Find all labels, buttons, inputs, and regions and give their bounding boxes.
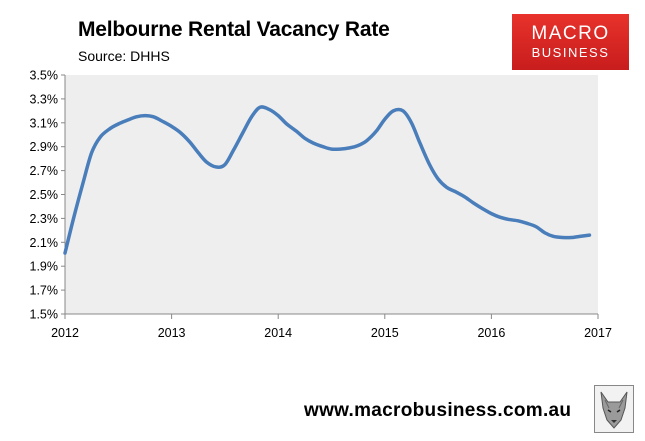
y-tick-label: 1.7% bbox=[30, 284, 59, 298]
website-url: www.macrobusiness.com.au bbox=[304, 400, 572, 421]
chart-title: Melbourne Rental Vacancy Rate bbox=[78, 18, 390, 41]
y-tick-label: 2.7% bbox=[30, 164, 59, 178]
y-tick-label: 3.5% bbox=[30, 69, 59, 83]
y-tick-label: 2.1% bbox=[30, 236, 59, 250]
logo-line-2: BUSINESS bbox=[531, 45, 610, 60]
x-tick-label: 2017 bbox=[584, 326, 612, 340]
x-axis: 2012 2013 2014 2015 2016 2017 bbox=[51, 313, 612, 340]
y-tick-label: 2.5% bbox=[30, 188, 59, 202]
y-tick-label: 1.5% bbox=[30, 308, 59, 322]
x-tick-label: 2015 bbox=[371, 326, 399, 340]
logo-line-1: MACRO bbox=[531, 23, 610, 44]
series-line-vacancy-rate bbox=[63, 105, 592, 255]
x-tick-label: 2014 bbox=[264, 326, 292, 340]
macrobusiness-logo: MACRO BUSINESS bbox=[512, 14, 629, 70]
y-tick-label: 3.3% bbox=[30, 92, 59, 106]
chart-subtitle: Source: DHHS bbox=[78, 48, 170, 64]
y-tick-label: 2.3% bbox=[30, 212, 59, 226]
x-tick-label: 2016 bbox=[477, 326, 505, 340]
y-tick-label: 1.9% bbox=[30, 260, 59, 274]
x-tick-label: 2012 bbox=[51, 326, 79, 340]
y-tick-label: 2.9% bbox=[30, 140, 59, 154]
y-tick-label: 3.1% bbox=[30, 116, 59, 130]
y-axis: 1.5% 1.7% 1.9% 2.1% 2.3% 2.5% 2.7% 2.9% 3.1% 3.3%… bbox=[30, 69, 66, 322]
plot-area bbox=[65, 75, 598, 314]
x-tick-label: 2013 bbox=[158, 326, 186, 340]
wolf-icon bbox=[594, 385, 634, 433]
